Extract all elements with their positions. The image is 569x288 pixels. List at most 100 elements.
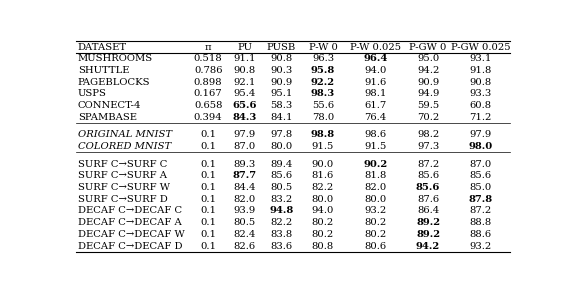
Text: 82.2: 82.2 [270,218,292,227]
Text: DECAF C→DECAF D: DECAF C→DECAF D [78,242,182,251]
Text: 94.0: 94.0 [312,206,334,215]
Text: 85.6: 85.6 [416,183,440,192]
Text: PU: PU [237,43,252,52]
Text: 80.2: 80.2 [364,230,387,239]
Text: 94.8: 94.8 [269,206,294,215]
Text: 98.1: 98.1 [364,89,387,98]
Text: 94.9: 94.9 [417,89,439,98]
Text: 65.6: 65.6 [233,101,257,110]
Text: 60.8: 60.8 [469,101,492,110]
Text: 98.0: 98.0 [468,142,493,151]
Text: 59.5: 59.5 [417,101,439,110]
Text: 58.3: 58.3 [270,101,292,110]
Text: PAGEBLOCKS: PAGEBLOCKS [78,78,150,87]
Text: 91.8: 91.8 [469,66,492,75]
Text: 87.0: 87.0 [469,160,492,168]
Text: 91.5: 91.5 [312,142,334,151]
Text: 83.2: 83.2 [270,195,292,204]
Text: 94.2: 94.2 [416,242,440,251]
Text: 87.2: 87.2 [417,160,439,168]
Text: P-GW 0: P-GW 0 [410,43,447,52]
Text: 87.6: 87.6 [417,195,439,204]
Text: 0.1: 0.1 [200,130,216,139]
Text: 80.5: 80.5 [270,183,292,192]
Text: 95.1: 95.1 [270,89,292,98]
Text: 98.8: 98.8 [311,130,335,139]
Text: 96.3: 96.3 [312,54,334,63]
Text: 83.6: 83.6 [270,242,292,251]
Text: SURF C→SURF C: SURF C→SURF C [78,160,167,168]
Text: CONNECT-4: CONNECT-4 [78,101,141,110]
Text: 98.6: 98.6 [365,130,386,139]
Text: 95.8: 95.8 [311,66,335,75]
Text: 0.518: 0.518 [194,54,222,63]
Text: 89.2: 89.2 [416,218,440,227]
Text: 91.6: 91.6 [364,78,387,87]
Text: 84.3: 84.3 [233,113,257,122]
Text: USPS: USPS [78,89,106,98]
Text: P-W 0: P-W 0 [308,43,337,52]
Text: 80.0: 80.0 [312,195,334,204]
Text: 0.167: 0.167 [194,89,222,98]
Text: 85.0: 85.0 [469,183,492,192]
Text: 80.2: 80.2 [312,218,334,227]
Text: 87.0: 87.0 [234,142,256,151]
Text: 97.8: 97.8 [270,130,292,139]
Text: 90.8: 90.8 [234,66,256,75]
Text: 90.0: 90.0 [312,160,334,168]
Text: 90.3: 90.3 [270,66,292,75]
Text: 89.4: 89.4 [270,160,292,168]
Text: 95.0: 95.0 [417,54,439,63]
Text: 88.8: 88.8 [469,218,492,227]
Text: SURF C→SURF W: SURF C→SURF W [78,183,170,192]
Text: DATASET: DATASET [78,43,127,52]
Text: 96.4: 96.4 [364,54,387,63]
Text: SHUTTLE: SHUTTLE [78,66,129,75]
Text: 71.2: 71.2 [469,113,492,122]
Text: 91.1: 91.1 [233,54,256,63]
Text: 0.658: 0.658 [194,101,222,110]
Text: 89.2: 89.2 [416,230,440,239]
Text: 55.6: 55.6 [312,101,334,110]
Text: SURF C→SURF D: SURF C→SURF D [78,195,167,204]
Text: 61.7: 61.7 [364,101,387,110]
Text: 0.1: 0.1 [200,230,216,239]
Text: 80.8: 80.8 [312,242,334,251]
Text: 0.1: 0.1 [200,206,216,215]
Text: 82.0: 82.0 [234,195,256,204]
Text: 81.6: 81.6 [312,171,334,180]
Text: SPAMBASE: SPAMBASE [78,113,137,122]
Text: 0.898: 0.898 [194,78,222,87]
Text: 87.2: 87.2 [469,206,492,215]
Text: PUSB: PUSB [267,43,296,52]
Text: 0.1: 0.1 [200,242,216,251]
Text: 82.2: 82.2 [312,183,334,192]
Text: 95.4: 95.4 [233,89,256,98]
Text: 80.0: 80.0 [270,142,292,151]
Text: 84.1: 84.1 [270,113,292,122]
Text: 81.8: 81.8 [364,171,387,180]
Text: 82.6: 82.6 [234,242,256,251]
Text: ORIGINAL MNIST: ORIGINAL MNIST [78,130,172,139]
Text: DECAF C→DECAF C: DECAF C→DECAF C [78,206,182,215]
Text: 84.4: 84.4 [233,183,256,192]
Text: DECAF C→DECAF A: DECAF C→DECAF A [78,218,182,227]
Text: 94.2: 94.2 [417,66,439,75]
Text: 70.2: 70.2 [417,113,439,122]
Text: P-W 0.025: P-W 0.025 [350,43,401,52]
Text: 90.8: 90.8 [469,78,492,87]
Text: 93.3: 93.3 [469,89,492,98]
Text: 0.1: 0.1 [200,142,216,151]
Text: 98.3: 98.3 [311,89,335,98]
Text: 76.4: 76.4 [364,113,387,122]
Text: 88.6: 88.6 [469,230,492,239]
Text: 86.4: 86.4 [417,206,439,215]
Text: 85.6: 85.6 [469,171,492,180]
Text: MUSHROOMS: MUSHROOMS [78,54,153,63]
Text: 93.1: 93.1 [469,54,492,63]
Text: 0.786: 0.786 [194,66,222,75]
Text: 92.2: 92.2 [311,78,335,87]
Text: 0.394: 0.394 [194,113,222,122]
Text: 97.9: 97.9 [469,130,492,139]
Text: SURF C→SURF A: SURF C→SURF A [78,171,167,180]
